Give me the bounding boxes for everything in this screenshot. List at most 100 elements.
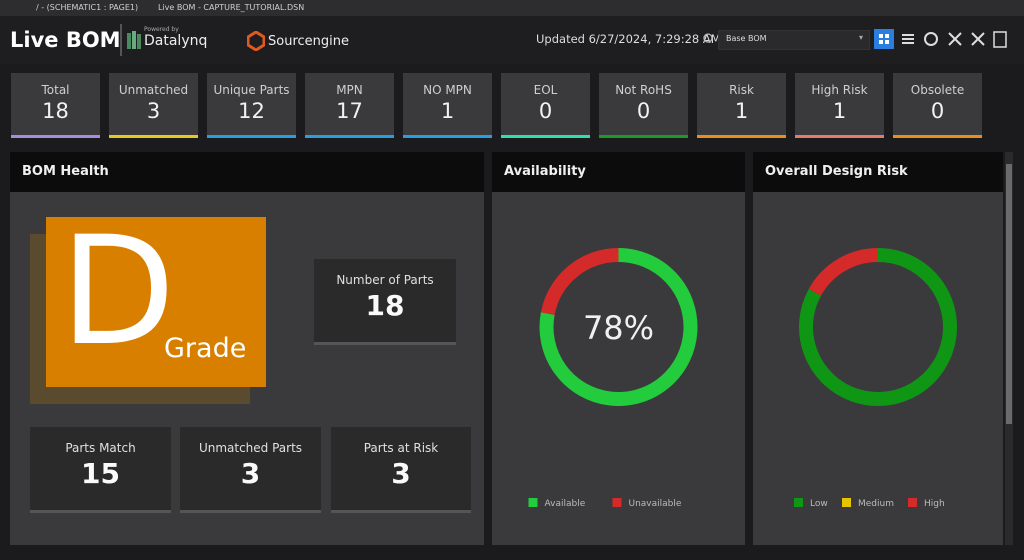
donut-center-label: 78% <box>583 309 654 347</box>
legend-label: Low <box>810 499 828 509</box>
stat-value: 12 <box>238 99 265 123</box>
parts-match-card: Parts Match 15 <box>30 427 171 513</box>
settings-button[interactable] <box>971 32 985 46</box>
stat-underline <box>697 135 786 138</box>
updated-time: Updated 6/27/2024, 7:29:28 AM <box>536 32 721 46</box>
legend-label: Medium <box>858 499 894 509</box>
stat-underline <box>501 135 590 138</box>
tab[interactable]: / - (SCHEMATIC1 : PAGE1) <box>36 3 139 12</box>
grade-letter: D <box>60 205 176 379</box>
powered-by: Powered by <box>144 26 179 33</box>
stat-underline <box>795 135 884 138</box>
stat-value: 0 <box>636 99 651 123</box>
sourcengine-logo <box>247 31 265 51</box>
stat-card[interactable]: Unmatched 3 <box>109 73 198 138</box>
stat-label: High Risk <box>811 83 868 97</box>
stat-label: Unique Parts <box>213 83 290 97</box>
card-value: 15 <box>81 457 120 490</box>
grade-label: Grade <box>164 333 247 364</box>
donut-segment <box>539 248 698 406</box>
availability-donut: 78% Available Unavailable <box>528 248 698 509</box>
stat-label: Obsolete <box>910 83 965 97</box>
design-risk-donut: Low Medium High <box>794 248 957 509</box>
list-view-button[interactable] <box>902 34 914 44</box>
stat-underline <box>11 135 100 138</box>
availability-panel: Availability 78% Available Unavailable <box>492 152 745 545</box>
stat-value: 17 <box>336 99 363 123</box>
tab-bar: / - (SCHEMATIC1 : PAGE1) Live BOM - CAPT… <box>0 0 1024 16</box>
card-label: Parts at Risk <box>363 441 439 455</box>
stat-label: EOL <box>533 83 558 97</box>
tab-active[interactable]: Live BOM - CAPTURE_TUTORIAL.DSN <box>158 3 305 12</box>
stat-value: 1 <box>832 99 847 123</box>
stat-value: 3 <box>146 99 161 123</box>
stat-card[interactable]: Not RoHS 0 <box>599 73 688 138</box>
divider <box>120 24 122 56</box>
stat-card[interactable]: EOL 0 <box>501 73 590 138</box>
toolbar <box>874 29 1007 49</box>
stat-value: 1 <box>734 99 749 123</box>
stat-label: NO MPN <box>423 83 472 97</box>
stat-underline <box>109 135 198 138</box>
export-button[interactable] <box>993 31 1007 48</box>
panel-title: Overall Design Risk <box>753 152 1003 192</box>
donut-segment <box>799 248 957 406</box>
stat-value: 0 <box>538 99 553 123</box>
donut-segment <box>808 248 879 296</box>
card-label: Unmatched Parts <box>198 441 303 455</box>
sourcengine[interactable]: Sourcengine <box>268 34 349 49</box>
refresh-icon[interactable] <box>702 32 714 44</box>
donut-segment <box>540 248 619 316</box>
stat-card[interactable]: High Risk 1 <box>795 73 884 138</box>
legend-swatch <box>908 498 917 507</box>
legend-swatch <box>794 498 803 507</box>
stat-value: 18 <box>42 99 69 123</box>
panel-title: Availability <box>492 152 745 192</box>
grid-view-button[interactable] <box>874 29 894 49</box>
stat-label: Risk <box>729 83 754 97</box>
stat-card[interactable]: MPN 17 <box>305 73 394 138</box>
grade-box: D Grade <box>46 207 266 387</box>
stat-label: Total <box>41 83 70 97</box>
stat-underline <box>403 135 492 138</box>
card-label: Number of Parts <box>336 273 434 287</box>
stat-label: Unmatched <box>118 83 189 97</box>
legend-swatch <box>528 498 538 507</box>
stat-card[interactable]: Risk 1 <box>697 73 786 138</box>
header: Live BOM Powered by Datalynq Sourcengine… <box>0 16 1024 64</box>
card-value: 18 <box>365 289 405 322</box>
stat-label: MPN <box>336 83 363 97</box>
dropdown-arrow: ▾ <box>858 33 863 42</box>
design-risk-panel: Overall Design Risk Low Medium High <box>753 152 1003 545</box>
stat-card[interactable]: Total 18 <box>11 73 100 138</box>
stat-card[interactable]: Unique Parts 12 <box>207 73 296 138</box>
stat-card[interactable]: NO MPN 1 <box>403 73 492 138</box>
card-label: Parts Match <box>65 441 136 455</box>
view-select-value: Base BOM <box>726 34 767 43</box>
card-value: 3 <box>240 457 261 490</box>
number-of-parts-card: Number of Parts 18 <box>314 259 456 345</box>
sync-button[interactable] <box>924 32 938 46</box>
datalynq-logo <box>127 31 141 49</box>
stat-card[interactable]: Obsolete 0 <box>893 73 982 138</box>
stat-underline <box>305 135 394 138</box>
stat-underline <box>207 135 296 138</box>
scrollbar[interactable] <box>1005 152 1013 545</box>
datalynq: Datalynq <box>144 33 208 49</box>
card-value: 3 <box>391 457 411 490</box>
expand-button[interactable] <box>948 32 962 46</box>
stat-underline <box>893 135 982 138</box>
legend-swatch <box>612 498 622 507</box>
legend-swatch <box>842 498 851 507</box>
panel-title: BOM Health <box>10 152 484 192</box>
view-select[interactable]: Base BOM ▾ <box>718 30 870 50</box>
scroll-thumb[interactable] <box>1006 164 1012 424</box>
stat-value: 0 <box>930 99 945 123</box>
stat-value: 1 <box>440 99 455 123</box>
stat-underline <box>599 135 688 138</box>
legend-label: Unavailable <box>629 499 682 509</box>
legend-label: Available <box>545 499 586 509</box>
parts-at-risk-card: Parts at Risk 3 <box>331 427 471 513</box>
legend-label: High <box>924 499 945 509</box>
